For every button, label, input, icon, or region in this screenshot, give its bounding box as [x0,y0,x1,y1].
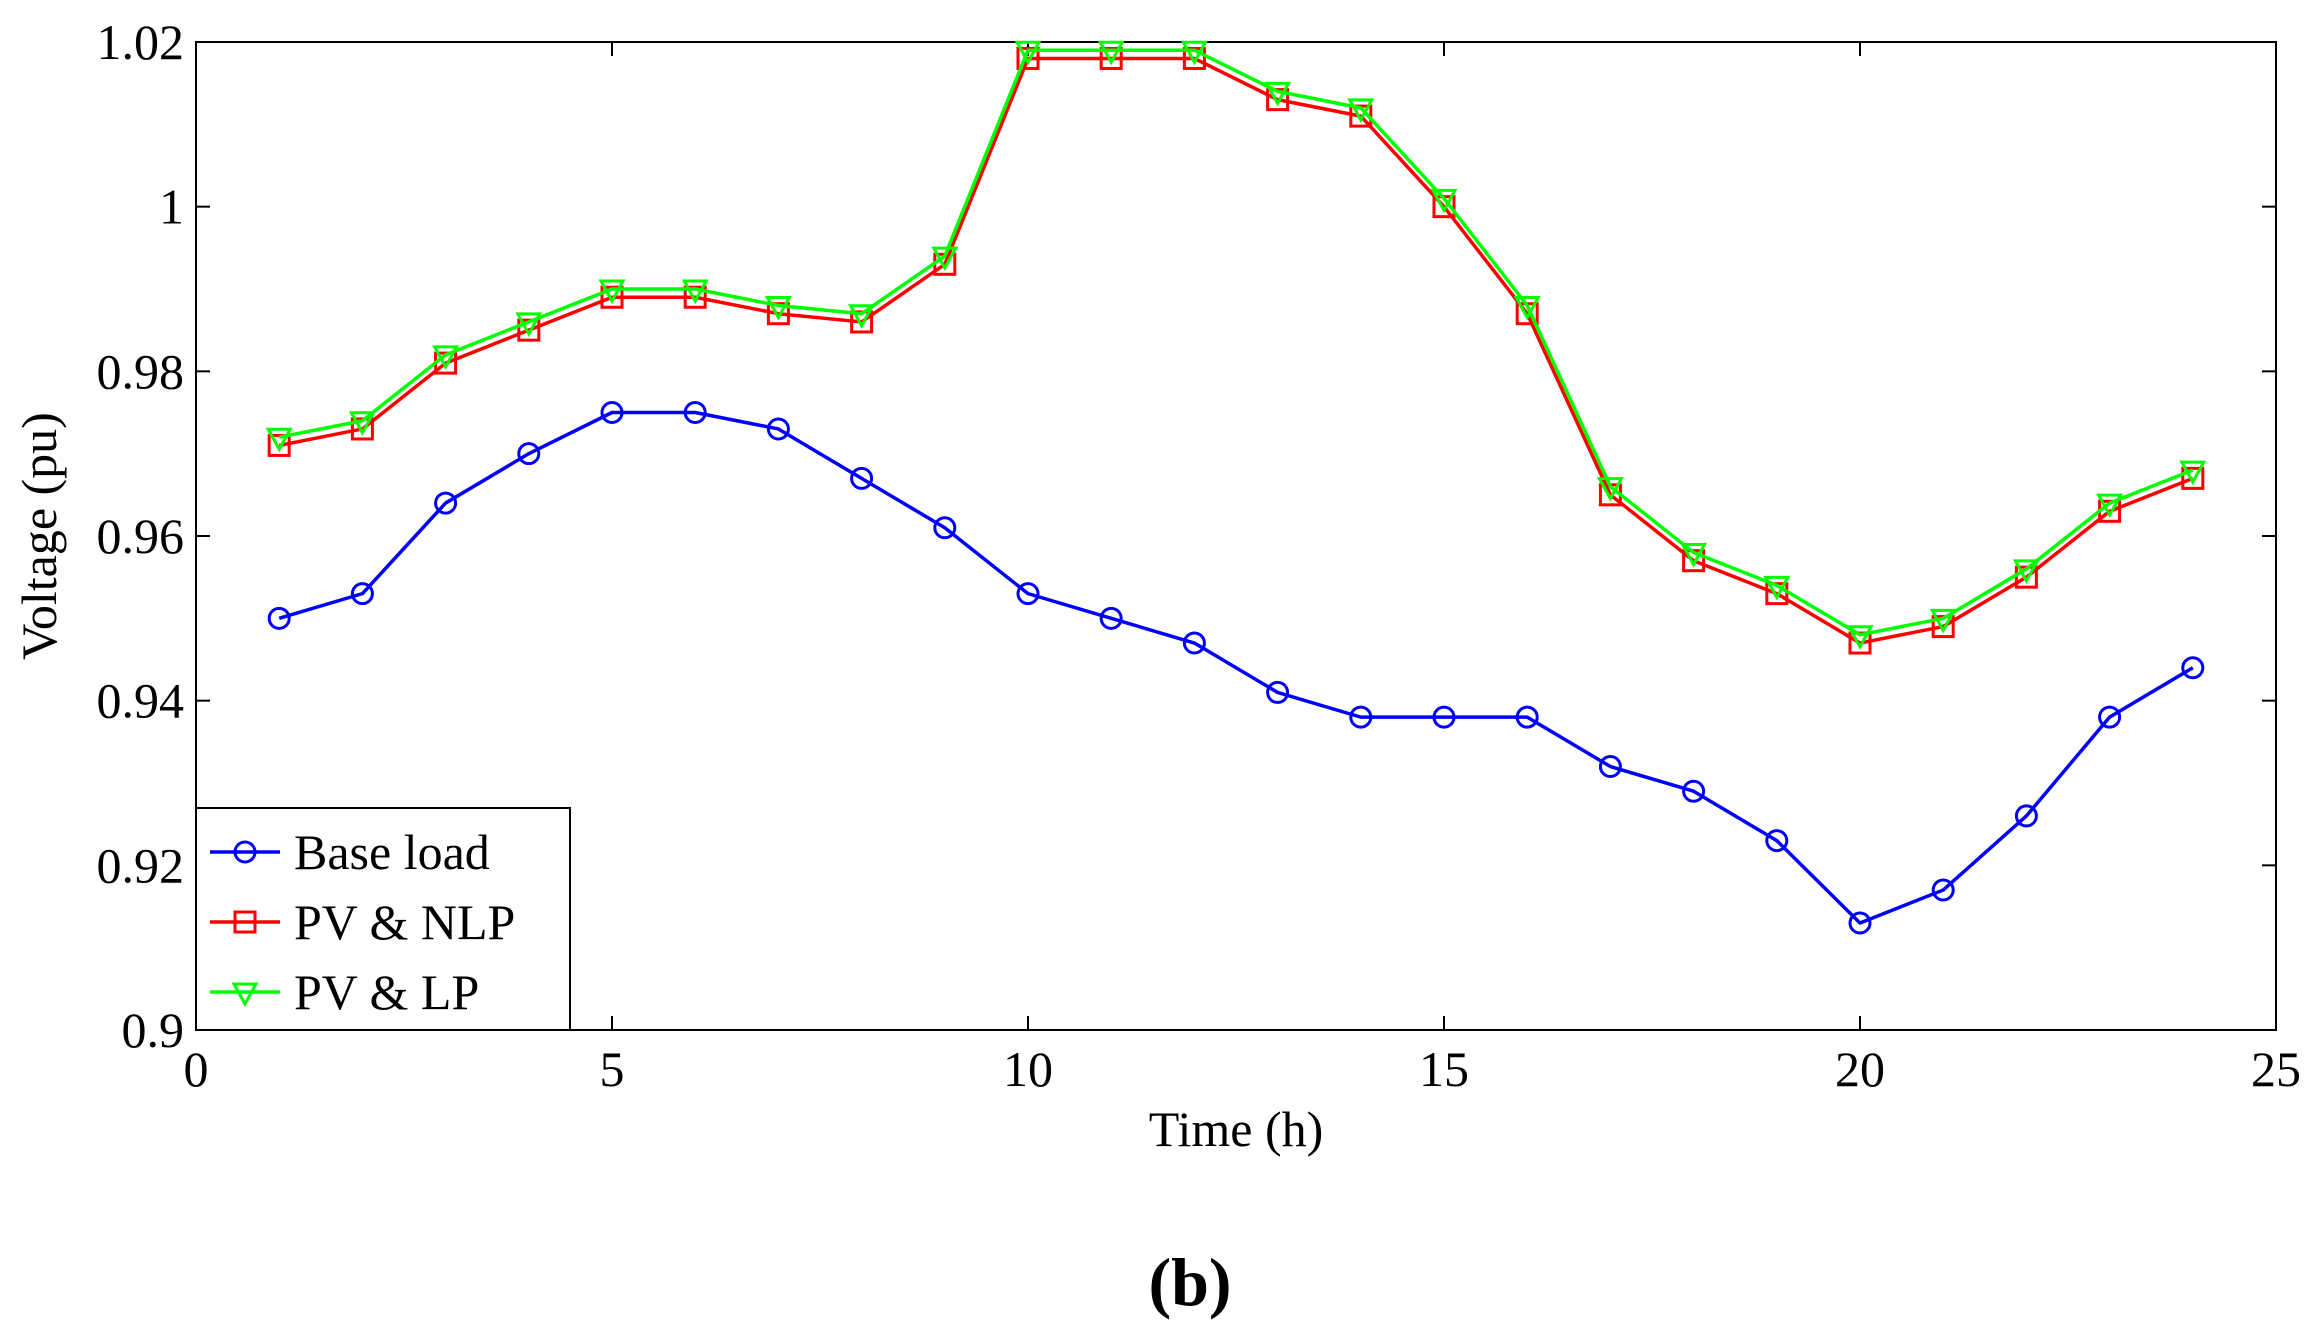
data-point [1180,40,1208,66]
data-point [1430,188,1458,214]
data-point [1016,582,1040,606]
y-tick-label: 0.98 [97,343,185,399]
data-point [2096,493,2124,519]
data-point [515,312,543,338]
data-point [350,582,374,606]
data-point [598,279,626,305]
data-point [2098,705,2122,729]
data-point [1848,911,1872,935]
data-point [1929,608,1957,634]
legend-label: PV & LP [294,964,479,1020]
legend: Base load PV & NLP PV & LP [195,807,571,1031]
data-point [434,491,458,515]
legend-label: Base load [294,824,490,880]
data-point [2012,559,2040,585]
data-point [931,246,959,272]
data-point [933,516,957,540]
legend-item: PV & LP [210,964,479,1020]
series-pv-lp [265,40,2207,650]
x-axis-title: Time (h) [1149,1101,1324,1157]
data-point [1182,46,1206,70]
data-point [1515,705,1539,729]
data-point [1765,829,1789,853]
data-point [1016,46,1040,70]
data-point [1099,46,1123,70]
y-tick-label: 1 [159,179,184,235]
x-tick-label: 15 [1419,1041,1469,1097]
series-line [278,410,2194,925]
data-point [683,401,707,424]
legend-swatch-marker [233,910,257,934]
axis-labels: Time (h) Voltage (pu) [11,412,1323,1157]
data-point [1680,542,1708,568]
series-line [278,56,2194,645]
data-point [267,606,291,630]
data-point [766,417,790,441]
series-pv-nlp [267,46,2205,655]
x-tick-label: 10 [1003,1041,1053,1097]
y-tick-label: 0.92 [97,837,185,893]
data-point [1347,98,1375,123]
data-point [1513,295,1541,321]
data-point [1763,575,1791,601]
legend-swatch-marker [233,840,257,864]
data-point [265,427,293,453]
data-point [600,401,624,424]
data-point [764,295,792,321]
data-point [2179,460,2207,486]
data-point [850,466,874,490]
series-base-load [267,401,2205,935]
data-point [517,442,541,466]
x-tick-label: 25 [2251,1041,2301,1097]
y-tick-label: 1.02 [97,14,185,70]
y-tick-label: 0.9 [122,1002,185,1058]
x-tick-label: 0 [184,1041,209,1097]
data-point [1846,625,1874,650]
data-point [1014,40,1042,66]
data-point [600,285,624,309]
data-point [1931,878,1955,902]
plot-series [265,40,2207,935]
x-tick-label: 20 [1835,1041,1885,1097]
legend-swatch-marker [231,982,259,1008]
data-point [1349,705,1373,729]
legend-label: PV & NLP [294,894,515,950]
data-point [1097,40,1125,66]
data-point [348,411,376,436]
data-point [1266,680,1290,704]
legend-item: PV & NLP [210,894,515,950]
data-point [1432,705,1456,729]
data-point [2181,656,2205,680]
series-line [278,48,2194,637]
data-point [848,304,876,329]
x-tick-label: 5 [600,1041,625,1097]
data-point [1099,606,1123,630]
data-point [1596,477,1624,502]
data-point [1264,81,1292,107]
y-axis-title: Voltage (pu) [11,412,67,660]
y-tick-label: 0.94 [97,673,185,729]
legend-item: Base load [210,824,490,880]
data-point [1598,755,1622,779]
y-tick-label: 0.96 [97,508,185,564]
panel-label: (b) [1148,1244,1231,1320]
data-point [432,345,460,370]
data-point [683,285,707,309]
data-point [1682,779,1706,803]
data-point [1182,631,1206,655]
data-point [2014,804,2038,828]
data-point [2181,466,2205,490]
data-point [681,279,709,305]
